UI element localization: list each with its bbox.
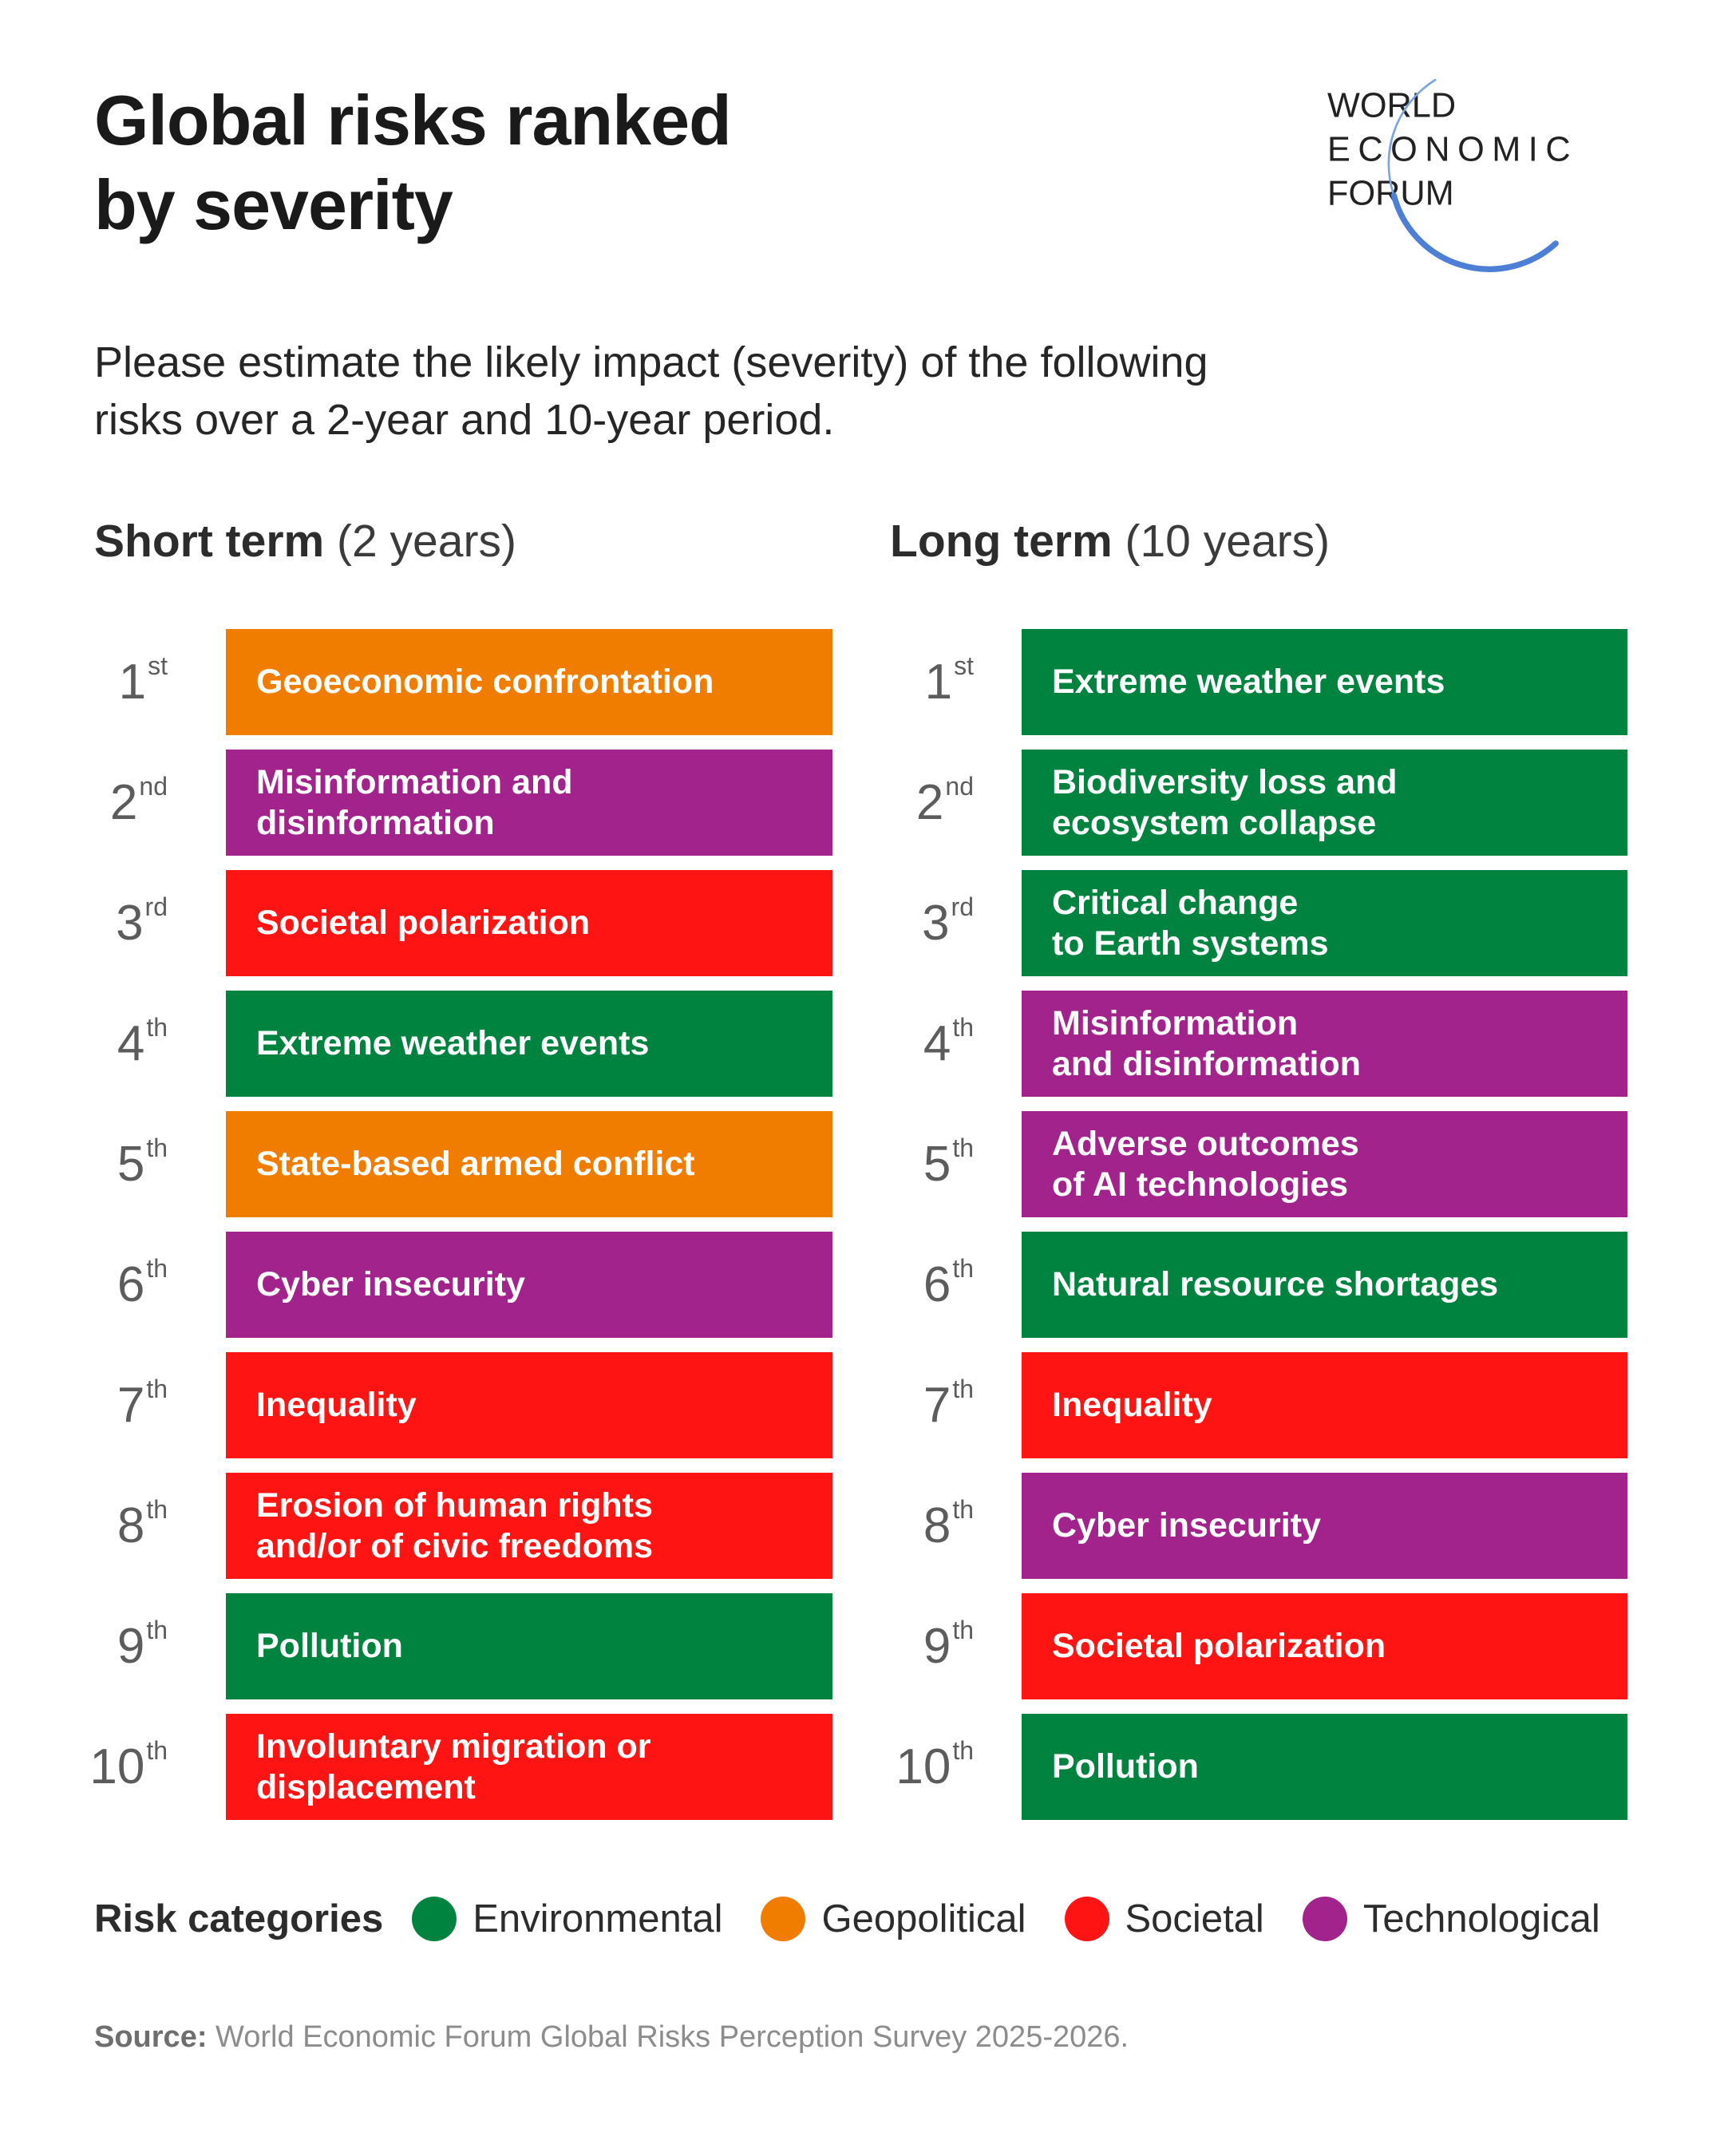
- svg-text:ECONOMIC: ECONOMIC: [1327, 130, 1578, 168]
- svg-text:WORLD: WORLD: [1327, 87, 1456, 125]
